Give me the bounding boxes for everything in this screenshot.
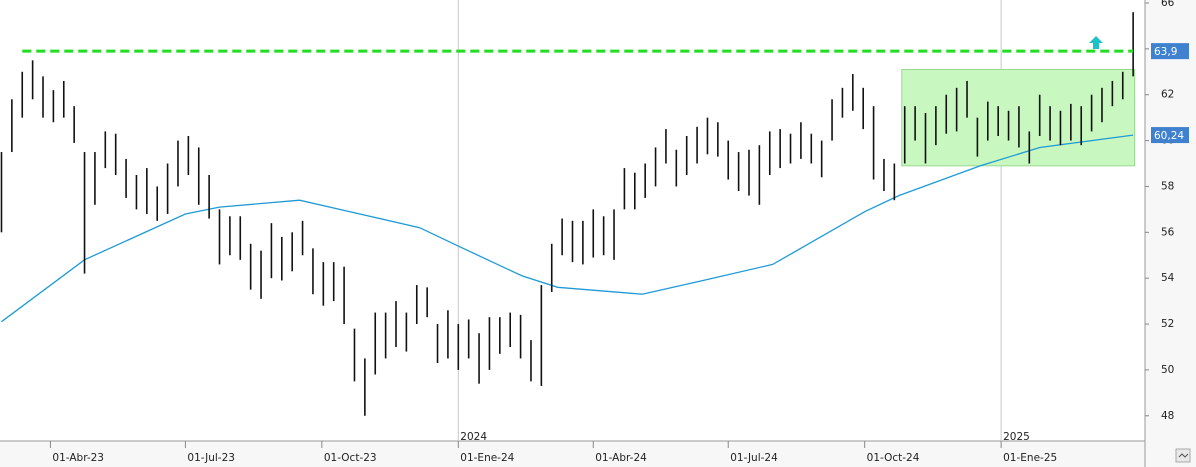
year-label: 2025	[1003, 431, 1030, 443]
scale-icon	[1178, 453, 1189, 458]
x-tick-label: 01-Jul-23	[187, 452, 235, 464]
y-tick-label: 56	[1161, 226, 1175, 238]
up-arrow-icon	[1089, 36, 1103, 49]
x-tick-label: 01-Ene-24	[460, 452, 514, 464]
moving-average-price-label: 60,24	[1154, 130, 1184, 142]
x-tick-label: 01-Oct-24	[867, 452, 920, 464]
x-tick-label: 01-Abr-24	[595, 452, 647, 464]
resistance-price-box	[1151, 43, 1189, 60]
y-tick-label: 58	[1161, 180, 1174, 192]
y-tick-label: 48	[1161, 410, 1174, 422]
x-tick-label: 01-Ene-25	[1003, 452, 1057, 464]
year-label: 2024	[460, 431, 487, 443]
y-tick-label: 62	[1161, 89, 1174, 101]
x-axis-area	[0, 441, 1145, 467]
moving-average-line	[1, 134, 1134, 323]
y-tick-label: 54	[1161, 272, 1175, 284]
x-tick-label: 01-Abr-23	[52, 452, 104, 464]
y-axis-area	[1145, 0, 1196, 467]
x-tick-label: 01-Oct-23	[324, 452, 377, 464]
y-tick-label: 50	[1161, 364, 1174, 376]
resistance-price-label: 63,9	[1154, 46, 1177, 58]
y-tick-label: 52	[1161, 318, 1174, 330]
moving-average-price-box	[1151, 127, 1189, 144]
x-tick-label: 01-Jul-24	[730, 452, 778, 464]
y-tick-label: 66	[1161, 0, 1175, 9]
